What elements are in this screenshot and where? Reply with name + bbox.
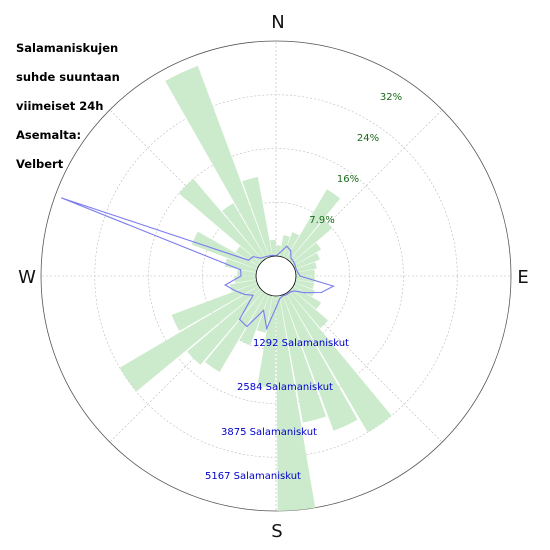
count-point-300 xyxy=(247,259,250,261)
percent-tick-4: 32% xyxy=(380,92,402,103)
count-point-100 xyxy=(332,285,334,287)
count-point-290 xyxy=(61,197,63,199)
count-point-140 xyxy=(289,291,291,293)
bar-dir-75 xyxy=(294,262,317,273)
count-point-330 xyxy=(264,256,266,258)
bar-dir-235 xyxy=(119,286,261,392)
title-line-2: suhde suuntaan xyxy=(16,70,120,85)
count-point-230 xyxy=(252,294,254,296)
grid-ring-2 xyxy=(148,148,404,404)
chart-title: Salamaniskujen suhde suuntaan viimeiset … xyxy=(16,27,156,171)
count-point-60 xyxy=(294,264,296,266)
bar-dir-345 xyxy=(242,177,273,258)
bar-dir-145 xyxy=(286,291,392,433)
bar-dir-25 xyxy=(282,232,300,259)
title-line-5: Velbert xyxy=(16,156,64,171)
count-point-270 xyxy=(240,275,242,277)
count-point-220 xyxy=(239,318,241,320)
bar-dir-55 xyxy=(291,242,322,266)
bar-series xyxy=(119,65,392,511)
count-point-310 xyxy=(252,256,254,258)
bar-dir-85 xyxy=(295,269,315,276)
bar-dir-175 xyxy=(276,295,316,511)
compass-south: S xyxy=(271,521,282,542)
compass-west: W xyxy=(18,267,36,288)
bar-dir-275 xyxy=(237,269,257,276)
title-line-4: Asemalta: xyxy=(16,127,82,142)
count-point-160 xyxy=(282,295,284,297)
bar-dir-225 xyxy=(187,288,264,365)
bar-dir-325 xyxy=(222,203,266,261)
bar-dir-155 xyxy=(282,293,358,431)
count-point-30 xyxy=(290,250,292,252)
polar-grid xyxy=(40,40,512,512)
compass-north: N xyxy=(271,12,284,33)
bar-dir-335 xyxy=(165,65,270,259)
percent-tick-2: 16% xyxy=(337,174,359,185)
bar-dir-95 xyxy=(295,276,315,283)
compass-east: E xyxy=(517,267,528,288)
count-series xyxy=(61,197,335,331)
bar-dir-255 xyxy=(229,279,258,292)
bar-dir-45 xyxy=(288,219,333,264)
bar-dir-105 xyxy=(294,279,315,290)
bar-dir-265 xyxy=(234,276,257,283)
bar-dir-165 xyxy=(279,294,326,423)
bar-dir-245 xyxy=(171,282,259,332)
count-point-70 xyxy=(295,268,297,270)
bar-dir-355 xyxy=(269,239,276,257)
bar-dir-295 xyxy=(191,231,259,270)
count-point-210 xyxy=(246,325,248,328)
count-point-260 xyxy=(224,284,226,286)
bar-dir-135 xyxy=(288,288,329,329)
percent-tick-1: 7.9% xyxy=(309,215,334,226)
count-point-200 xyxy=(262,309,265,312)
count-point-20 xyxy=(286,245,288,247)
bar-dir-65 xyxy=(293,252,320,270)
title-line-3: viimeiset 24h xyxy=(16,99,104,114)
count-point-110 xyxy=(320,291,322,294)
count-point-80 xyxy=(297,271,299,273)
count-point-180 xyxy=(275,307,277,309)
bar-dir-305 xyxy=(235,246,261,266)
count-point-340 xyxy=(268,255,270,257)
count-point-150 xyxy=(286,293,288,296)
count-tick-4: 5167 Salamaniskut xyxy=(205,471,301,482)
count-point-50 xyxy=(292,260,294,263)
bar-dir-215 xyxy=(205,291,266,373)
bar-dir-315 xyxy=(178,178,264,264)
count-point-280 xyxy=(239,269,242,271)
bar-dir-285 xyxy=(224,258,258,273)
count-point-10 xyxy=(279,251,281,253)
title-line-1: Salamaniskujen xyxy=(16,41,119,56)
center-hole xyxy=(255,255,297,297)
grid-outer-ring xyxy=(40,40,512,512)
percent-tick-3: 24% xyxy=(357,133,379,144)
count-point-250 xyxy=(234,290,236,292)
count-point-170 xyxy=(279,297,281,299)
count-point-130 xyxy=(293,290,295,292)
count-tick-3: 3875 Salamaniskut xyxy=(221,427,317,438)
count-point-90 xyxy=(299,275,301,277)
count-point-120 xyxy=(304,292,306,294)
count-point-40 xyxy=(290,257,292,259)
count-point-240 xyxy=(243,293,245,295)
count-point-350 xyxy=(271,254,273,256)
bar-dir-35 xyxy=(286,189,341,261)
count-tick-1: 1292 Salamaniskut xyxy=(253,338,349,349)
count-tick-2: 2584 Salamaniskut xyxy=(237,382,333,393)
count-point-320 xyxy=(260,257,262,259)
bar-dir-5 xyxy=(276,245,282,257)
bar-dir-15 xyxy=(279,235,290,258)
count-point-190 xyxy=(266,327,268,330)
